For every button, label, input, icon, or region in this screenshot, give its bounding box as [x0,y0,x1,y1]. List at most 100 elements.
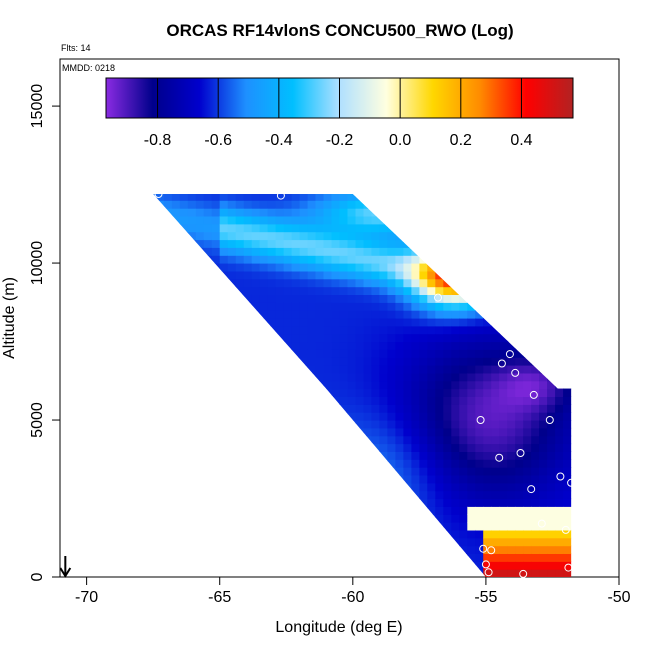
field-cell [539,357,548,366]
field-cell [179,522,189,531]
field-cell [451,435,460,445]
field-cell [515,420,524,429]
field-cell [307,208,317,217]
field-cell [251,294,261,303]
field-cell [531,357,540,366]
field-cell [403,270,412,280]
field-cell [283,553,293,562]
field-cell [339,200,349,209]
field-cell [251,208,261,217]
field-cell [579,506,588,514]
field-cell [323,404,333,413]
field-cell [275,427,285,437]
field-cell [259,341,269,350]
field-cell [140,436,149,444]
field-cell [355,223,365,233]
field-cell [499,537,508,547]
field-cell [475,380,484,390]
field-cell [235,278,245,288]
field-cell [339,561,349,570]
field-cell [523,216,532,225]
field-cell [211,194,221,201]
field-cell [291,318,301,327]
field-cell [379,412,388,421]
field-cell [419,194,428,201]
field-cell [355,270,365,280]
field-cell [475,529,484,539]
field-cell [339,396,349,405]
field-cell [443,333,452,343]
field-cell [579,365,588,373]
field-cell [331,506,341,515]
field-cell [153,341,157,350]
field-cell [219,482,229,492]
field-cell [563,294,572,303]
field-cell [435,545,444,554]
field-cell [563,427,572,437]
field-cell [299,396,309,405]
field-cell [307,475,317,484]
field-cell [235,255,245,264]
field-cell [379,380,388,390]
field-cell [467,537,476,547]
field-cell [339,357,349,366]
field-cell [155,216,165,225]
field-cell [483,420,492,429]
field-cell [259,396,269,405]
field-cell [187,357,197,366]
field-cell [395,435,404,445]
field-cell [259,561,269,570]
field-cell [227,404,237,413]
field-cell [507,310,516,319]
field-cell [283,514,293,523]
field-cell [164,185,173,193]
field-cell [515,412,524,421]
field-cell [459,270,468,280]
field-cell [563,498,572,507]
field-cell [179,545,189,554]
field-cell [411,270,420,280]
field-cell [563,349,572,358]
field-cell [227,286,237,295]
field-cell [163,357,173,366]
field-cell [499,427,508,437]
field-cell [523,372,532,382]
field-cell [531,545,540,554]
field-cell [467,333,476,343]
field-cell [515,318,524,327]
field-cell [195,294,205,303]
field-cell [467,412,476,421]
field-cell [499,380,508,390]
field-cell [555,365,564,374]
field-cell [555,388,564,397]
field-cell [555,537,564,547]
field-cell [531,318,540,327]
field-cell [563,341,572,350]
field-cell [515,223,524,233]
field-cell [179,459,189,468]
field-cell [491,522,500,531]
field-cell [283,325,293,335]
field-cell [499,216,508,225]
field-cell [203,435,213,445]
field-cell [459,365,468,374]
field-cell [387,318,396,327]
field-cell [243,467,253,476]
field-cell [539,223,548,233]
field-cell [467,208,476,217]
field-cell [219,467,229,476]
field-cell [547,553,556,562]
field-cell [555,412,564,421]
field-cell [251,270,261,280]
field-cell [195,459,205,468]
x-axis-label: Longitude (deg E) [275,619,402,636]
field-cell [363,294,373,303]
field-cell [219,263,229,272]
field-cell [419,302,428,311]
field-cell [355,294,365,303]
field-cell [331,451,341,460]
field-cell [547,231,556,241]
field-cell [539,396,548,405]
field-cell [219,475,229,484]
field-cell [203,412,213,421]
